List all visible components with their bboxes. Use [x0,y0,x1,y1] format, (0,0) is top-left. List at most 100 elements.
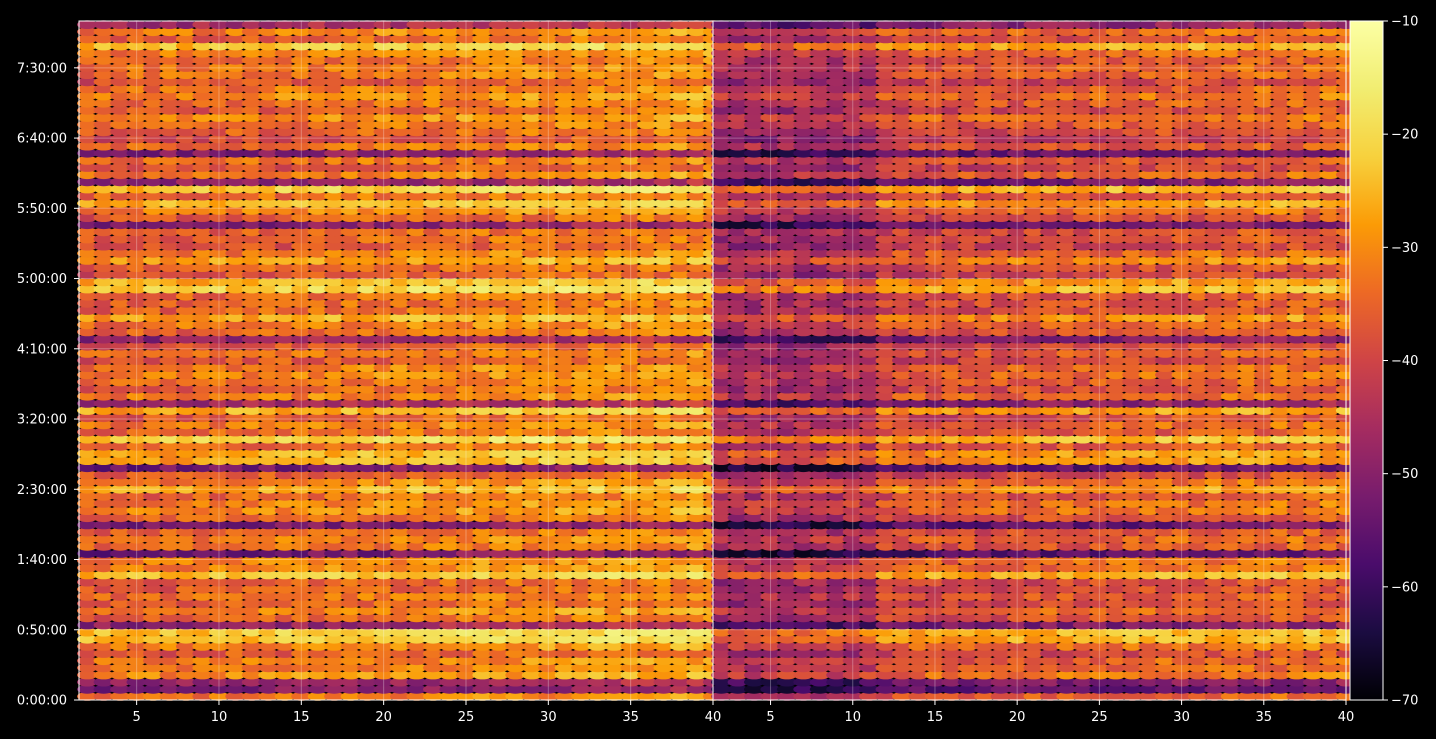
heatmap-cell [93,277,114,287]
heatmap-cell [241,248,262,258]
heatmap-cell [126,541,147,551]
heatmap-cell [143,477,164,487]
heatmap-cell [225,334,246,344]
heatmap-cell [653,541,674,551]
heatmap-cell [406,284,427,294]
heatmap-cell [159,499,180,508]
heatmap-cell [505,399,526,408]
heatmap-cell [554,284,575,294]
heatmap-cell [373,463,394,473]
heatmap-cell [521,327,543,337]
heatmap-cell [143,213,164,223]
heatmap-cell [637,677,658,687]
heatmap-cell [357,248,378,258]
heatmap-cell [291,277,312,287]
heatmap-cell [143,670,164,680]
heatmap-cell [653,227,674,237]
heatmap-cell [670,584,691,594]
heatmap-cell [324,484,345,494]
heatmap-cell [291,520,312,530]
heatmap-cell [390,320,411,330]
heatmap-cell [175,599,197,608]
heatmap-cell [620,577,641,587]
heatmap-cell [670,441,691,451]
heatmap-cell [455,549,477,558]
heatmap-cell [455,556,477,565]
heatmap-cell [291,491,312,501]
heatmap-cell [110,527,131,537]
heatmap-cell [505,670,526,680]
heatmap-cell [538,420,559,430]
heatmap-cell [488,642,509,651]
heatmap-cell [423,620,444,630]
heatmap-cell [423,227,444,237]
heatmap-cell [571,320,592,330]
heatmap-cell [159,356,180,365]
heatmap-cell [406,456,427,465]
heatmap-cell [307,613,328,623]
heatmap-cell [192,606,213,616]
heatmap-cell [307,563,328,573]
heatmap-cell [604,434,625,444]
heatmap-cell [587,692,608,701]
heatmap-cell [439,363,460,372]
heatmap-cell [126,663,147,673]
heatmap-cell [686,656,707,666]
heatmap-cell [653,441,674,451]
heatmap-cell [488,534,509,544]
heatmap-cell [126,413,147,423]
heatmap-cell [554,298,575,308]
heatmap-cell [620,341,641,351]
heatmap-cell [126,420,147,430]
heatmap-cell [406,356,427,365]
heatmap-cell [521,363,543,372]
heatmap-cell [373,520,394,530]
heatmap-cell [110,692,131,701]
heatmap-cell [143,256,164,265]
heatmap-cell [175,406,197,415]
heatmap-cell [143,391,164,401]
heatmap-cell [521,434,543,444]
heatmap-cell [439,420,460,430]
heatmap-cell [175,499,197,508]
heatmap-cell [291,663,312,673]
heatmap-cell [307,620,328,630]
heatmap-cell [110,256,131,265]
x-tick-label: 35 [622,710,639,725]
heatmap-cell [175,248,197,258]
heatmap-cell [225,556,246,565]
heatmap-cell [208,563,230,573]
heatmap-cell [439,499,460,508]
heatmap-cell [554,584,575,594]
heatmap-cell [77,391,98,401]
heatmap-cell [192,356,213,365]
heatmap-cell [143,349,164,358]
heatmap-cell [488,313,509,322]
heatmap-cell [258,692,279,701]
heatmap-cell [620,656,641,666]
heatmap-cell [93,592,114,601]
heatmap-cell [439,577,460,587]
heatmap-cell [571,248,592,258]
heatmap-cell [488,384,509,394]
heatmap-cell [423,320,444,330]
heatmap-cell [554,220,575,230]
heatmap-cell [159,284,180,294]
heatmap-cell [587,649,608,658]
heatmap-cell [357,234,378,244]
heatmap-cell [340,334,361,344]
heatmap-cell [340,391,361,401]
heatmap-cell [423,613,444,623]
heatmap-cell [455,427,477,437]
heatmap-cell [324,649,345,658]
heatmap-cell [670,506,691,515]
heatmap-cell [670,256,691,265]
heatmap-cell [455,306,477,315]
heatmap-cell [620,491,641,501]
heatmap-cell [587,484,608,494]
heatmap-cell [488,649,509,658]
heatmap-cell [93,241,114,251]
heatmap-cell [93,256,114,265]
heatmap-cell [587,434,608,444]
heatmap-cell [77,349,98,358]
